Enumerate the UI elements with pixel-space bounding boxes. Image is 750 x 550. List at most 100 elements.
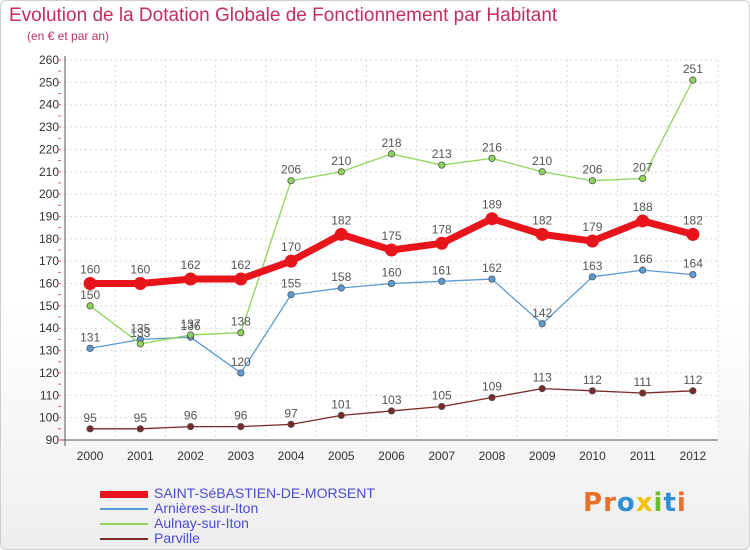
data-label: 97 — [284, 406, 298, 420]
data-label: 213 — [432, 147, 452, 161]
data-point — [287, 420, 295, 428]
data-label: 170 — [281, 240, 301, 254]
data-point — [535, 227, 549, 241]
legend-swatch — [100, 538, 148, 540]
data-label: 175 — [381, 229, 401, 243]
data-point — [689, 387, 697, 395]
x-tick-label: 2012 — [680, 449, 707, 463]
y-tick-label: 150 — [39, 299, 59, 313]
y-tick-label: 200 — [39, 187, 59, 201]
data-label: 163 — [582, 259, 602, 273]
data-point — [387, 407, 396, 415]
x-tick-label: 2009 — [529, 449, 556, 463]
data-label: 113 — [533, 371, 552, 385]
data-point — [337, 411, 345, 420]
x-tick-label: 2004 — [278, 449, 305, 463]
x-tick-label: 2002 — [177, 449, 204, 463]
data-point — [538, 384, 546, 393]
data-point — [385, 243, 398, 257]
data-label: 111 — [634, 375, 653, 389]
y-tick-label: 210 — [39, 165, 59, 179]
data-label: 179 — [582, 220, 602, 234]
data-point — [86, 302, 94, 310]
data-point — [639, 174, 647, 183]
data-label: 95 — [134, 411, 148, 425]
data-point — [435, 236, 449, 250]
data-label: 161 — [432, 263, 452, 277]
data-label: 131 — [80, 330, 100, 344]
data-point — [237, 369, 245, 377]
data-label: 210 — [331, 154, 351, 168]
data-label: 162 — [231, 258, 251, 272]
data-label: 188 — [633, 200, 653, 214]
data-label: 207 — [633, 160, 653, 174]
y-tick-label: 180 — [39, 232, 59, 246]
x-tick-label: 2010 — [579, 449, 606, 463]
data-point — [337, 168, 345, 176]
data-point — [237, 422, 245, 431]
y-tick-label: 110 — [40, 388, 59, 402]
legend-swatch — [100, 491, 148, 498]
x-tick-label: 2006 — [378, 449, 405, 463]
brand-letter: i — [653, 488, 664, 518]
data-label: 101 — [331, 397, 351, 411]
y-tick-label: 230 — [39, 120, 59, 134]
data-point — [438, 402, 446, 411]
data-label: 182 — [331, 213, 351, 227]
data-label: 138 — [231, 315, 251, 329]
data-label: 206 — [281, 163, 301, 177]
data-point — [86, 425, 94, 433]
data-label: 218 — [381, 136, 401, 150]
data-point — [538, 168, 546, 176]
data-label: 158 — [331, 270, 351, 284]
data-point — [488, 154, 496, 162]
x-tick-label: 2008 — [479, 449, 506, 463]
legend-label: Aulnay-sur-Iton — [154, 515, 249, 531]
x-tick-label: 2001 — [127, 449, 154, 463]
chart-title: Evolution de la Dotation Globale de Fonc… — [9, 5, 558, 26]
brand-logo: Proxiti — [583, 488, 687, 518]
data-point — [186, 331, 195, 339]
brand-letter: P — [583, 488, 604, 518]
data-point — [438, 277, 446, 285]
data-point — [136, 425, 144, 433]
data-label: 160 — [80, 263, 100, 277]
y-tick-label: 220 — [39, 142, 59, 156]
data-point — [337, 284, 345, 292]
data-point — [284, 254, 298, 268]
brand-letter: i — [676, 488, 687, 518]
y-tick-label: 190 — [39, 209, 59, 223]
data-point — [387, 279, 396, 288]
data-label: 95 — [83, 411, 97, 425]
data-point — [133, 277, 147, 291]
brand-letter: o — [616, 488, 636, 518]
legend-swatch — [100, 523, 148, 525]
data-label: 120 — [231, 355, 251, 369]
data-label: 251 — [683, 62, 703, 76]
y-tick-label: 90 — [46, 433, 60, 447]
y-tick-label: 140 — [39, 321, 59, 335]
data-label: 150 — [80, 288, 100, 302]
legend-label: Arnières-sur-Iton — [154, 500, 259, 516]
data-label: 178 — [432, 222, 452, 236]
data-label: 206 — [582, 163, 602, 177]
data-point — [485, 212, 499, 226]
legend-swatch — [100, 508, 148, 510]
data-label: 164 — [683, 257, 703, 271]
data-label: 166 — [633, 252, 653, 266]
data-label: 96 — [234, 409, 248, 423]
data-point — [689, 76, 697, 84]
data-label: 182 — [532, 213, 552, 227]
data-label: 135 — [130, 321, 150, 335]
data-point — [136, 340, 144, 348]
data-point — [184, 272, 198, 286]
data-label: 160 — [130, 263, 150, 277]
data-label: 133 — [130, 326, 150, 340]
y-tick-label: 170 — [39, 254, 59, 268]
data-label: 96 — [184, 409, 198, 423]
data-point — [639, 389, 647, 397]
data-label: 136 — [181, 319, 201, 333]
data-point — [588, 387, 597, 395]
data-point — [387, 150, 396, 158]
